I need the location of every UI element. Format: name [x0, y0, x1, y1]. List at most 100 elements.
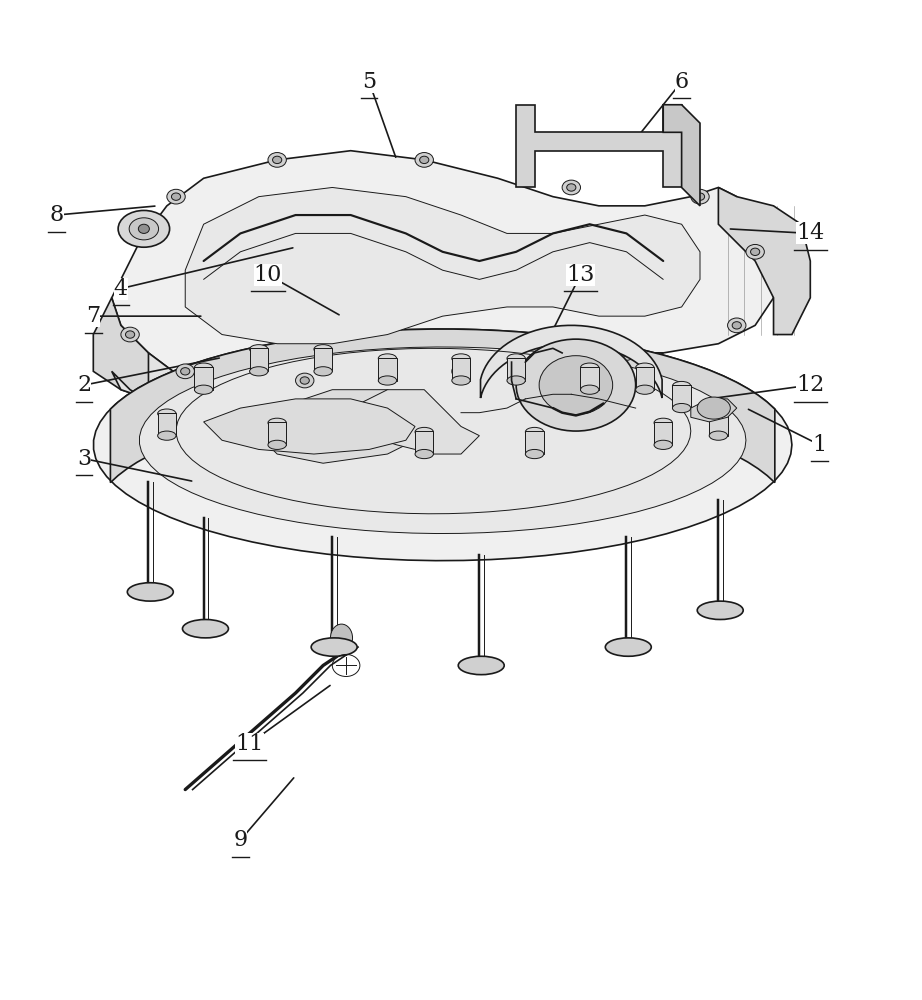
Ellipse shape	[415, 153, 433, 167]
Ellipse shape	[635, 363, 654, 372]
Ellipse shape	[378, 354, 396, 363]
Bar	[507, 358, 526, 381]
Ellipse shape	[621, 349, 631, 357]
Ellipse shape	[138, 224, 149, 233]
Polygon shape	[332, 390, 479, 454]
Ellipse shape	[507, 376, 526, 385]
Text: 10: 10	[254, 264, 282, 286]
Ellipse shape	[526, 449, 544, 459]
Ellipse shape	[129, 218, 159, 240]
Bar	[415, 431, 433, 454]
Ellipse shape	[697, 397, 730, 419]
Bar	[158, 413, 176, 436]
Ellipse shape	[606, 638, 651, 656]
Ellipse shape	[301, 377, 309, 384]
Polygon shape	[259, 390, 424, 463]
Text: 1: 1	[812, 434, 826, 456]
Ellipse shape	[697, 601, 743, 619]
Ellipse shape	[273, 156, 282, 164]
Text: 4: 4	[113, 278, 128, 300]
Polygon shape	[185, 187, 700, 344]
Ellipse shape	[313, 345, 332, 354]
Ellipse shape	[458, 656, 504, 675]
Ellipse shape	[181, 368, 190, 375]
Ellipse shape	[617, 346, 635, 360]
Text: 14: 14	[797, 222, 824, 244]
Bar	[250, 348, 268, 371]
Ellipse shape	[654, 418, 672, 427]
Ellipse shape	[313, 367, 332, 376]
Ellipse shape	[751, 248, 760, 255]
Ellipse shape	[125, 331, 135, 338]
Polygon shape	[139, 347, 746, 534]
Bar	[672, 385, 691, 408]
Ellipse shape	[195, 363, 213, 372]
Polygon shape	[111, 329, 774, 483]
Ellipse shape	[516, 339, 635, 431]
Ellipse shape	[311, 638, 357, 656]
Bar	[268, 422, 287, 445]
Ellipse shape	[562, 180, 581, 195]
Ellipse shape	[746, 244, 764, 259]
Text: 3: 3	[77, 448, 91, 470]
Text: 9: 9	[233, 829, 247, 851]
Ellipse shape	[691, 189, 709, 204]
Ellipse shape	[420, 156, 429, 164]
Ellipse shape	[709, 409, 727, 418]
Ellipse shape	[539, 356, 613, 415]
Text: 5: 5	[362, 71, 376, 93]
Ellipse shape	[250, 367, 268, 376]
Polygon shape	[112, 151, 774, 390]
Ellipse shape	[452, 376, 470, 385]
Bar	[635, 367, 654, 390]
Ellipse shape	[695, 193, 704, 200]
Ellipse shape	[378, 376, 396, 385]
Ellipse shape	[183, 619, 229, 638]
Ellipse shape	[452, 354, 470, 363]
Ellipse shape	[118, 210, 170, 247]
Polygon shape	[718, 187, 810, 335]
Polygon shape	[93, 298, 185, 408]
Ellipse shape	[250, 345, 268, 354]
Ellipse shape	[727, 318, 746, 333]
Ellipse shape	[268, 418, 287, 427]
Ellipse shape	[709, 431, 727, 440]
Bar	[654, 422, 672, 445]
Text: 12: 12	[797, 374, 824, 396]
Ellipse shape	[567, 184, 576, 191]
Polygon shape	[94, 329, 792, 561]
Polygon shape	[516, 105, 681, 187]
Text: 11: 11	[235, 733, 264, 755]
Ellipse shape	[176, 364, 195, 379]
Ellipse shape	[581, 363, 599, 372]
Text: 8: 8	[50, 204, 64, 226]
Polygon shape	[112, 335, 663, 426]
Text: 6: 6	[675, 71, 689, 93]
Ellipse shape	[127, 583, 173, 601]
Polygon shape	[691, 399, 737, 422]
Ellipse shape	[672, 403, 691, 413]
Ellipse shape	[171, 193, 181, 200]
Text: 7: 7	[87, 305, 100, 327]
Polygon shape	[204, 399, 415, 454]
Ellipse shape	[296, 373, 313, 388]
Bar	[709, 413, 727, 436]
Ellipse shape	[167, 189, 185, 204]
Ellipse shape	[654, 440, 672, 449]
Ellipse shape	[121, 327, 139, 342]
Ellipse shape	[415, 449, 433, 459]
Ellipse shape	[268, 440, 287, 449]
Bar	[378, 358, 396, 381]
Ellipse shape	[507, 354, 526, 363]
Ellipse shape	[526, 427, 544, 437]
Ellipse shape	[195, 385, 213, 394]
Text: 2: 2	[77, 374, 91, 396]
Ellipse shape	[158, 409, 176, 418]
Ellipse shape	[732, 322, 741, 329]
Bar	[195, 367, 213, 390]
Text: 13: 13	[566, 264, 595, 286]
Bar	[526, 431, 544, 454]
Bar	[581, 367, 599, 390]
Ellipse shape	[415, 427, 433, 437]
Polygon shape	[480, 325, 662, 398]
